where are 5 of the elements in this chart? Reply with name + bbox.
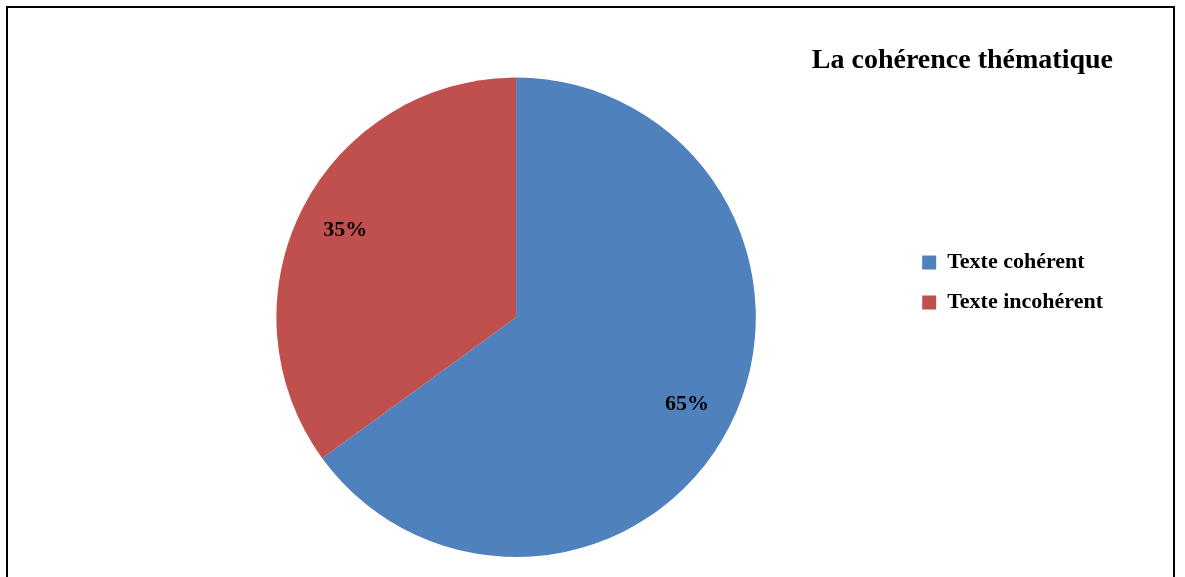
data-label: 35% bbox=[323, 215, 368, 241]
legend-label: Texte cohérent bbox=[947, 248, 1086, 274]
legend-label: Texte incohérent bbox=[947, 288, 1104, 314]
chart-title: La cohérence thématique bbox=[811, 43, 1113, 75]
data-label: 65% bbox=[664, 390, 709, 416]
